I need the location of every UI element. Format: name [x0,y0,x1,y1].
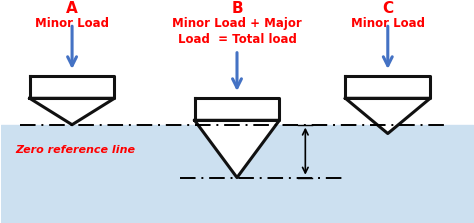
Polygon shape [30,76,115,98]
Text: B: B [231,1,243,16]
Polygon shape [346,76,430,98]
Polygon shape [346,98,430,134]
Polygon shape [195,120,279,178]
Polygon shape [30,98,115,125]
Text: Minor Load: Minor Load [35,17,109,30]
Text: Zero reference line: Zero reference line [16,145,136,155]
Text: Minor Load: Minor Load [351,17,425,30]
Text: Minor Load + Major
Load  = Total load: Minor Load + Major Load = Total load [172,17,302,46]
Polygon shape [195,98,279,120]
Text: C: C [382,1,393,16]
Text: A: A [66,1,78,16]
